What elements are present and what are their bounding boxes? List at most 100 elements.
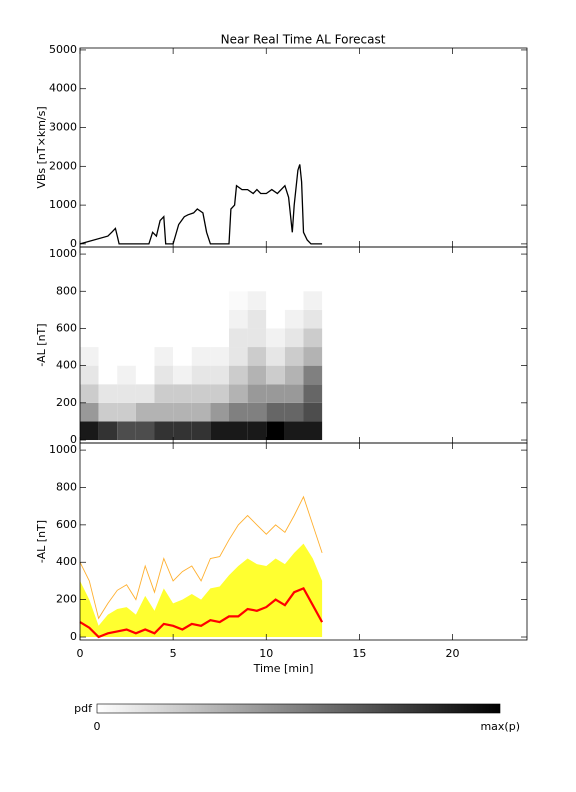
heat-cell — [266, 309, 285, 329]
y-tick-label: 1000 — [49, 198, 77, 211]
heat-cell — [191, 365, 211, 385]
heat-cell — [117, 384, 136, 403]
y-tick-label: 200 — [56, 593, 77, 606]
y-tick-label: 400 — [56, 359, 77, 372]
heat-cell — [284, 347, 304, 366]
heat-cell — [229, 421, 248, 441]
heat-cell — [266, 421, 285, 441]
heat-cell — [98, 309, 118, 329]
heat-cell — [117, 402, 136, 422]
heat-cell — [80, 421, 99, 441]
y-tick-label: 1000 — [49, 247, 77, 260]
y-tick-label: 0 — [70, 630, 77, 643]
heat-cell — [98, 402, 118, 422]
heat-cell — [303, 328, 323, 348]
chart-title: Near Real Time AL Forecast — [221, 33, 386, 47]
heat-cell — [173, 328, 192, 348]
heat-cell — [173, 309, 192, 329]
heat-cell — [191, 347, 211, 366]
heat-cell — [98, 384, 118, 403]
heat-cell — [284, 384, 304, 403]
heat-cell — [284, 309, 304, 329]
heat-cell — [210, 402, 229, 422]
heat-cell — [135, 291, 155, 310]
heat-cell — [98, 291, 118, 310]
heat-cell — [191, 384, 211, 403]
x-tick-label: 20 — [446, 647, 460, 660]
heat-cell — [210, 421, 229, 441]
heat-cell — [154, 291, 174, 310]
heat-cell — [191, 291, 211, 310]
heat-cell — [98, 365, 118, 385]
heat-cell — [98, 347, 118, 366]
heat-cell — [173, 421, 192, 441]
heat-cell — [135, 421, 155, 441]
heat-cell — [247, 365, 267, 385]
heat-cell — [210, 328, 229, 348]
heat-cell — [210, 365, 229, 385]
heat-cell — [303, 291, 323, 310]
heat-cell — [303, 402, 323, 422]
y-tick-label: 600 — [56, 518, 77, 531]
heat-cell — [117, 421, 136, 441]
heat-cell — [303, 309, 323, 329]
heat-cell — [80, 365, 99, 385]
heat-cell — [266, 328, 285, 348]
heat-cell — [284, 328, 304, 348]
x-tick-label: 10 — [259, 647, 273, 660]
heat-cell — [80, 328, 99, 348]
y-tick-label: 1000 — [49, 443, 77, 456]
upper-line — [79, 495, 323, 620]
heat-cell — [135, 328, 155, 348]
heat-cell — [135, 384, 155, 403]
heat-cell — [210, 384, 229, 403]
heat-cell — [266, 384, 285, 403]
heat-cell — [247, 347, 267, 366]
heat-cell — [135, 309, 155, 329]
heat-cell — [247, 328, 267, 348]
x-tick-label: 0 — [77, 647, 84, 660]
heat-cell — [80, 291, 99, 310]
y-tick-label: 3000 — [49, 121, 77, 134]
heat-cell — [191, 328, 211, 348]
heat-cell — [229, 347, 248, 366]
heat-cell — [284, 291, 304, 310]
heat-cell — [210, 309, 229, 329]
y-tick-label: 800 — [56, 480, 77, 493]
heat-cell — [154, 384, 174, 403]
heat-cell — [247, 384, 267, 403]
spread-area — [80, 543, 323, 638]
colorbar-min: 0 — [94, 720, 101, 733]
y-tick-label: 800 — [56, 284, 77, 297]
colorbar — [96, 703, 501, 714]
y-tick-label: 0 — [70, 433, 77, 446]
y-tick-label: 0 — [70, 237, 77, 250]
x-tick-label: 5 — [170, 647, 177, 660]
heat-cell — [210, 291, 229, 310]
heat-cell — [117, 347, 136, 366]
heat-cell — [80, 347, 99, 366]
y-axis-label: -AL [nT] — [35, 520, 48, 563]
heat-cell — [191, 402, 211, 422]
heat-cell — [191, 309, 211, 329]
heat-cell — [117, 328, 136, 348]
y-tick-label: 5000 — [49, 43, 77, 56]
heat-cell — [154, 328, 174, 348]
heat-cell — [303, 347, 323, 366]
plot-frame — [79, 442, 528, 641]
heat-cell — [80, 309, 99, 329]
heat-cell — [284, 402, 304, 422]
heat-cell — [284, 365, 304, 385]
heat-cell — [173, 291, 192, 310]
heat-cell — [229, 328, 248, 348]
heat-cell — [173, 384, 192, 403]
heat-cell — [191, 421, 211, 441]
heat-cell — [117, 291, 136, 310]
heat-cell — [80, 384, 99, 403]
heat-cell — [266, 291, 285, 310]
median-line — [79, 587, 324, 639]
x-tick-label: 15 — [352, 647, 366, 660]
heat-cell — [303, 421, 323, 441]
heat-cell — [247, 291, 267, 310]
